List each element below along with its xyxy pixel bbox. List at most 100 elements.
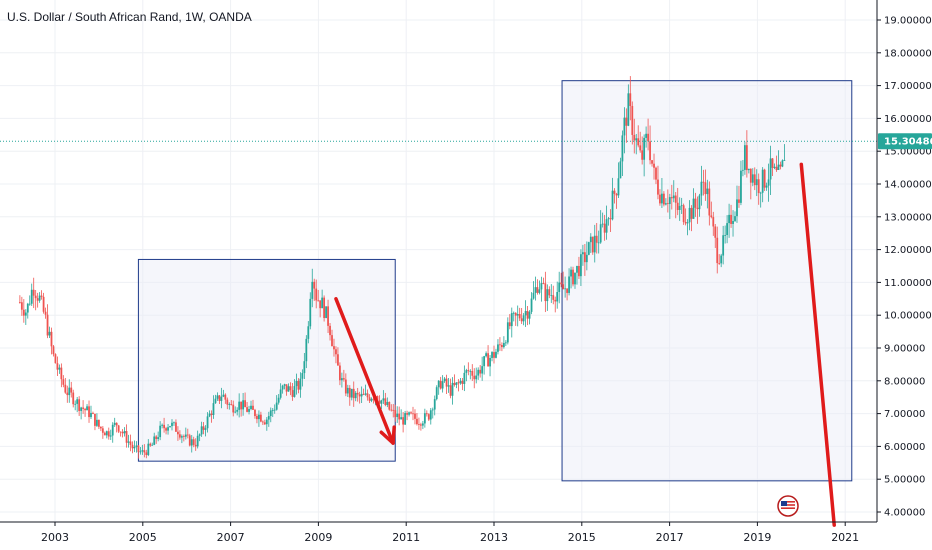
x-tick-label[interactable]: 2005 xyxy=(129,531,157,544)
x-tick-label[interactable]: 2015 xyxy=(568,531,596,544)
candle-body xyxy=(269,410,272,417)
candle-body xyxy=(38,295,41,301)
y-tick-label[interactable]: 10.00000 xyxy=(884,311,932,322)
down-arrow-head[interactable] xyxy=(379,425,396,445)
x-tick-label[interactable]: 2021 xyxy=(831,531,859,544)
candle-body xyxy=(277,397,280,403)
candle-body xyxy=(585,254,588,263)
candle-body xyxy=(487,353,489,367)
candle-body xyxy=(34,295,37,299)
candle-body xyxy=(530,298,533,312)
candle-body xyxy=(740,170,742,203)
y-tick-label[interactable]: 19.00000 xyxy=(884,16,932,27)
candle-body xyxy=(56,363,59,370)
y-tick-label[interactable]: 5.00000 xyxy=(884,475,925,486)
candle-body xyxy=(60,367,63,380)
candle-body xyxy=(222,394,225,397)
candle-body xyxy=(143,450,146,453)
y-tick-label[interactable]: 16.00000 xyxy=(884,114,932,125)
candle-body xyxy=(127,441,130,443)
candle-body xyxy=(167,427,169,431)
candle-body xyxy=(558,282,561,293)
candle-body xyxy=(307,326,310,339)
x-tick-label[interactable]: 2003 xyxy=(41,531,69,544)
candle-body xyxy=(206,416,209,429)
us-flag-icon[interactable] xyxy=(777,495,799,517)
candle-body xyxy=(119,431,122,433)
candle-body xyxy=(657,179,659,195)
annotation-boxes xyxy=(137,80,853,482)
candle-body xyxy=(273,409,276,411)
x-tick-label[interactable]: 2007 xyxy=(217,531,245,544)
candle-body xyxy=(489,357,491,367)
y-tick-label[interactable]: 15.00000 xyxy=(884,147,932,158)
candle-body xyxy=(340,378,343,381)
candle-body xyxy=(532,292,535,299)
candle-body xyxy=(684,222,687,224)
y-tick-label[interactable]: 12.00000 xyxy=(884,245,932,256)
candle-body xyxy=(599,224,602,243)
candle-body xyxy=(321,297,324,309)
candle-body xyxy=(153,436,156,445)
y-tick-label[interactable]: 4.00000 xyxy=(884,508,925,519)
candle-body xyxy=(730,214,732,224)
x-tick-label[interactable]: 2009 xyxy=(304,531,332,544)
y-tick-label[interactable]: 18.00000 xyxy=(884,48,932,59)
candle-body xyxy=(358,394,361,397)
candle-body xyxy=(313,281,316,289)
candle-body xyxy=(180,436,183,438)
candle-body xyxy=(753,174,756,186)
candle-body xyxy=(339,365,341,381)
candle-body xyxy=(441,381,444,389)
x-tick-label[interactable]: 2017 xyxy=(656,531,684,544)
candle-body xyxy=(698,195,701,210)
candle-body xyxy=(388,401,391,410)
x-tick-label[interactable]: 2013 xyxy=(480,531,508,544)
candle-body xyxy=(295,380,298,387)
y-tick-label[interactable]: 8.00000 xyxy=(884,376,925,387)
candle-body xyxy=(578,265,580,277)
candle-body xyxy=(281,385,284,390)
candle-body xyxy=(767,179,770,186)
candle-body xyxy=(303,361,306,374)
candle-body xyxy=(28,303,31,305)
highlight-box[interactable] xyxy=(137,258,396,462)
candle-body xyxy=(736,199,738,217)
y-tick-label[interactable]: 7.00000 xyxy=(884,409,925,420)
candle-body xyxy=(382,398,385,401)
candle-body xyxy=(240,401,243,410)
y-tick-label[interactable]: 17.00000 xyxy=(884,81,932,92)
y-tick-label[interactable]: 14.00000 xyxy=(884,180,932,191)
down-arrow-shaft[interactable] xyxy=(334,297,395,445)
x-axis-ticks[interactable]: 2003 2005 2007 2009 2011 2013 2015 2017 2019 2021 xyxy=(41,522,859,544)
y-tick-label[interactable]: 13.00000 xyxy=(884,212,932,223)
candle-body xyxy=(117,425,120,432)
candle-body xyxy=(149,443,152,446)
candle-body xyxy=(508,322,511,327)
y-tick-label[interactable]: 11.00000 xyxy=(884,278,932,289)
candle-body xyxy=(285,384,288,392)
y-tick-label[interactable]: 6.00000 xyxy=(884,442,925,453)
candle-body xyxy=(467,370,470,372)
y-tick-label[interactable]: 9.00000 xyxy=(884,344,925,355)
highlight-box[interactable] xyxy=(561,80,853,482)
y-axis-ticks[interactable]: 19.00000 18.00000 17.00000 16.00000 15.00000… xyxy=(877,16,932,519)
candle-body xyxy=(747,168,750,171)
candle-body xyxy=(352,388,355,399)
candle-body xyxy=(192,439,195,445)
candle-body xyxy=(653,163,655,168)
candle-body xyxy=(161,424,164,426)
candle-body xyxy=(548,289,551,296)
candle-body xyxy=(580,254,582,277)
candle-body xyxy=(62,379,65,385)
x-tick-label[interactable]: 2011 xyxy=(392,531,420,544)
candle-body xyxy=(497,344,499,352)
candle-body xyxy=(202,426,205,430)
forecast-line[interactable] xyxy=(799,162,836,527)
candle-body xyxy=(749,168,752,183)
candle-body xyxy=(226,399,229,405)
x-tick-label[interactable]: 2019 xyxy=(743,531,771,544)
candle-body xyxy=(254,409,256,417)
candle-body xyxy=(520,318,523,322)
candle-body xyxy=(246,407,248,412)
